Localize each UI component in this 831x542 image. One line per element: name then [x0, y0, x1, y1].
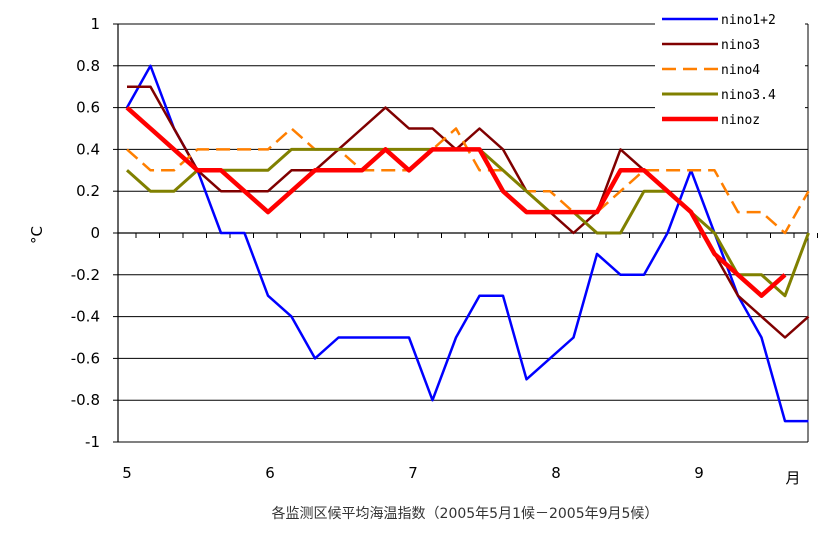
- y-tick-labels: 1 0.8 0.6 0.4 0.2 0 -0.2 -0.4 -0.6 -0.8 -1: [71, 15, 100, 451]
- legend-label: nino3: [721, 38, 760, 53]
- y-tick-label: -0.6: [71, 349, 100, 367]
- y-tick-label: -0.4: [71, 308, 100, 326]
- y-tick-label: 0: [90, 224, 100, 242]
- y-tick-label: 0.2: [76, 182, 100, 200]
- y-tick-label: 1: [90, 15, 100, 33]
- legend-label: nino1+2: [721, 13, 776, 28]
- x-tick-label: 5: [122, 464, 132, 482]
- legend: nino1+2 nino3 nino4 nino3.4 ninoz: [655, 6, 805, 136]
- x-tick-label: 9: [694, 464, 704, 482]
- chart-caption: 各监测区候平均海温指数（2005年5月1候－2005年9月5候）: [272, 506, 659, 522]
- series-line-nino1-2: [125, 64, 809, 423]
- legend-label: ninoz: [721, 113, 760, 128]
- y-tick-label: 0.8: [76, 57, 100, 75]
- y-tick-label: -1: [85, 433, 100, 451]
- series-layer: [125, 64, 810, 423]
- x-tick-label: 7: [408, 464, 418, 482]
- x-tick-labels: 5 6 7 8 9: [122, 464, 704, 482]
- x-tick-label: 8: [551, 464, 561, 482]
- y-tick-label: 0.6: [76, 99, 100, 117]
- grid-layer: [118, 23, 808, 443]
- legend-label: nino4: [721, 63, 760, 78]
- series-line-ninoz: [125, 105, 787, 298]
- y-tick-label: -0.2: [71, 266, 100, 284]
- y-tick-label: 0.4: [76, 140, 100, 158]
- y-tick-label: -0.8: [71, 391, 100, 409]
- legend-label: nino3.4: [721, 88, 776, 103]
- legend-box: [655, 6, 805, 136]
- x-tick-label: 6: [265, 464, 275, 482]
- x-axis-unit: 月: [785, 469, 800, 487]
- y-axis-label: °C: [28, 226, 46, 244]
